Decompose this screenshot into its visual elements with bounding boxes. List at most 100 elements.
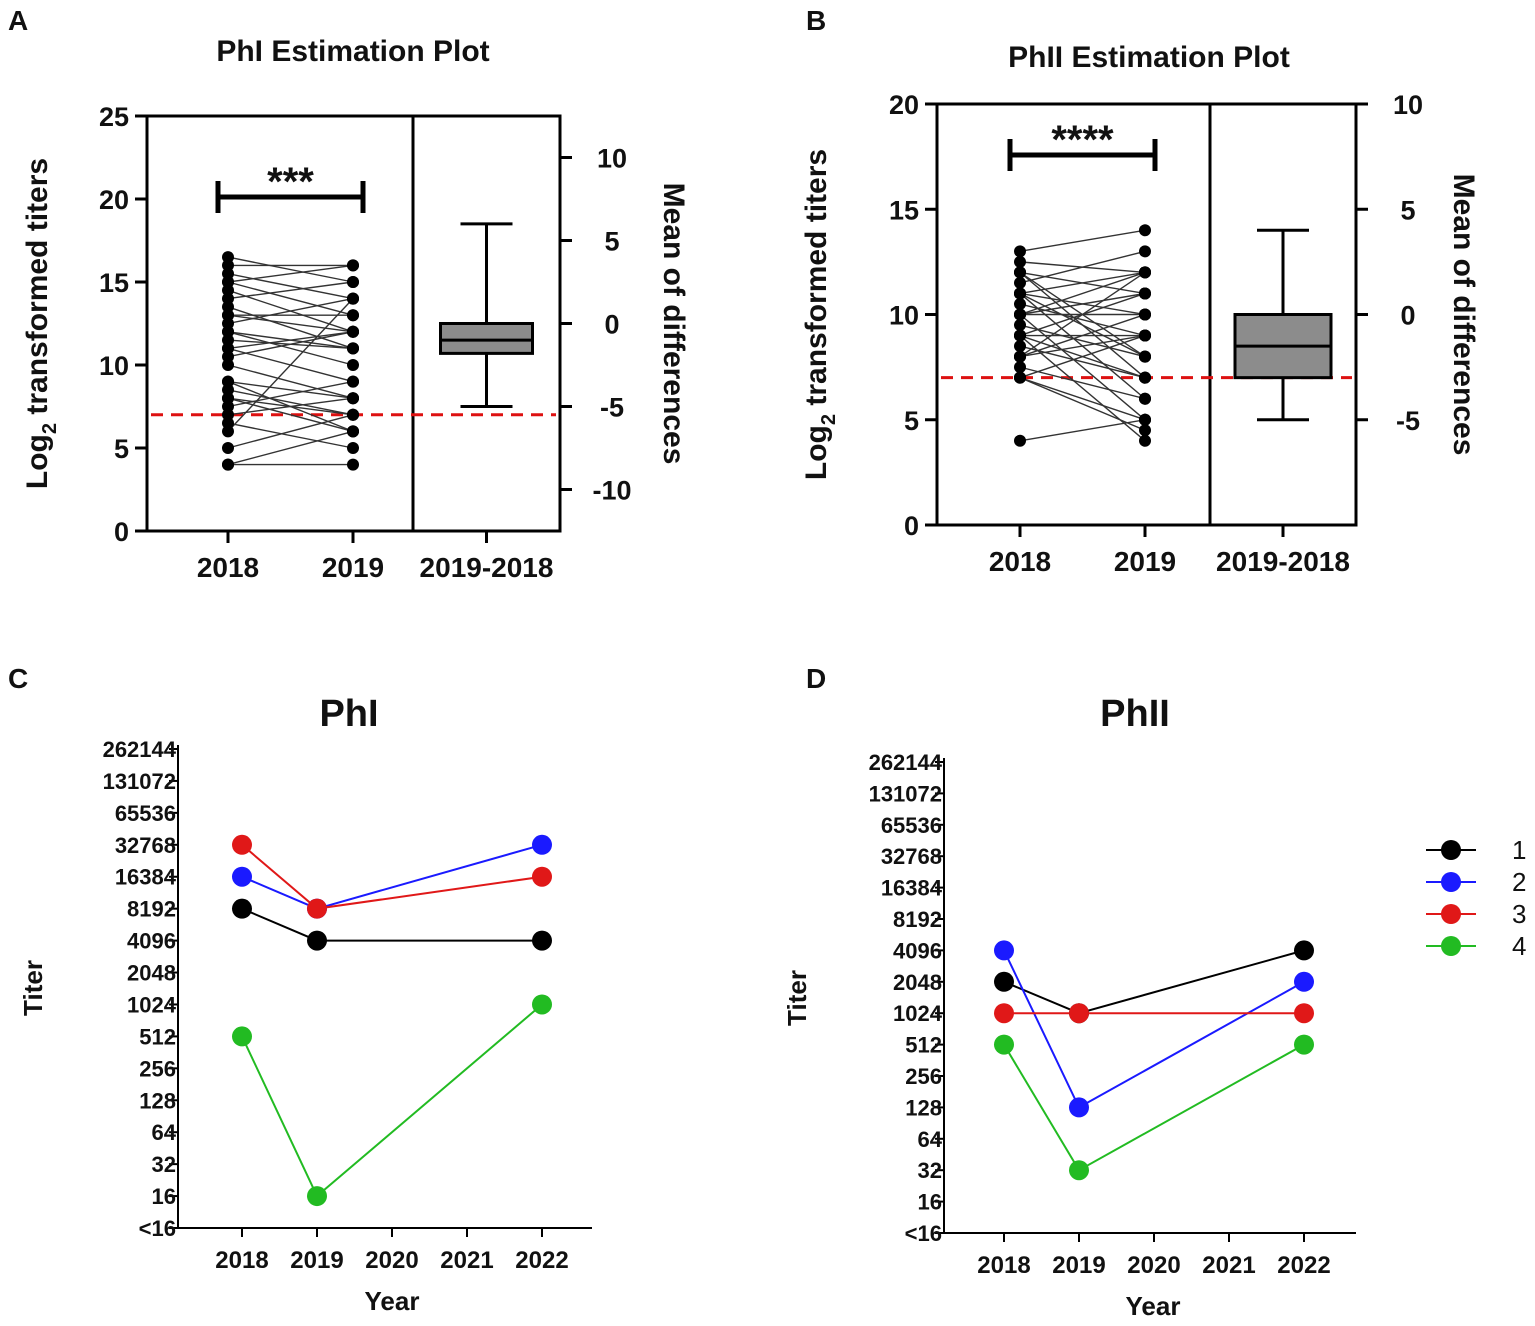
point-2019: [1139, 424, 1151, 437]
point-2018: [222, 408, 234, 421]
paired-line: [1019, 324, 1146, 358]
y-tick-label: <16: [905, 1221, 942, 1246]
data-point-series-2: [994, 940, 1014, 961]
y-tick-label: 512: [905, 1033, 942, 1058]
data-point-series-3: [1294, 1003, 1314, 1024]
paired-line: [1019, 377, 1146, 431]
point-2018: [1014, 308, 1026, 321]
x-tick-label: 2020: [365, 1247, 418, 1274]
y2-tick-label: -5: [1396, 406, 1420, 436]
point-2018: [1014, 329, 1026, 342]
chart-title: PhI: [319, 693, 378, 735]
point-2019: [347, 425, 359, 438]
y-axis-label: Log2 transformed titers: [800, 149, 840, 480]
point-2018: [222, 342, 234, 355]
paired-line: [227, 380, 354, 399]
y-tick-label: 512: [139, 1024, 176, 1049]
point-2018: [222, 383, 234, 396]
series-line-1: [1003, 949, 1305, 1015]
paired-line: [1019, 271, 1146, 316]
significance-stars: ****: [1051, 118, 1114, 162]
y-tick-label: 32: [152, 1152, 176, 1177]
paired-line: [1019, 334, 1146, 358]
x-tick-label: 2019-2018: [420, 552, 554, 583]
y2-tick-label: 5: [604, 227, 619, 257]
y2-tick-label: 5: [1400, 195, 1415, 225]
paired-line: [1019, 229, 1146, 253]
panel-letter-a: A: [8, 5, 28, 36]
data-point-series-1: [994, 971, 1014, 992]
paired-line: [227, 331, 354, 350]
paired-line: [1019, 292, 1146, 358]
x-tick-label: 2022: [515, 1247, 568, 1274]
paired-line: [227, 430, 354, 466]
point-2018: [222, 350, 234, 363]
y-tick-label: 25: [99, 102, 129, 132]
panel-letter-d: D: [806, 663, 826, 694]
paired-line: [227, 397, 354, 416]
series-line-3: [241, 844, 543, 910]
point-2019: [1139, 329, 1151, 342]
data-point-series-4: [1294, 1034, 1314, 1055]
point-2018: [222, 317, 234, 330]
x-tick-label: 2018: [197, 552, 259, 583]
x-tick-label: 2019: [290, 1247, 343, 1274]
panel-d-line-chart: PhII <16 16 32 64 128 256 512 1024 2048 4096 8192 16…: [782, 693, 1356, 1321]
point-2019: [347, 375, 359, 388]
data-point-series-3: [232, 834, 252, 855]
point-2018: [222, 375, 234, 388]
paired-line: [227, 397, 354, 433]
x-tick-label: 2018: [215, 1247, 268, 1274]
y-tick-label: 65536: [881, 813, 942, 838]
paired-line: [227, 380, 354, 408]
y2-axis-label: Mean of differences: [1447, 174, 1480, 456]
y-tick-label: 4096: [893, 938, 942, 963]
y-tick-label: 8192: [893, 907, 942, 932]
paired-line: [1019, 313, 1146, 421]
y-tick-label: 8192: [127, 897, 176, 922]
point-2018: [222, 251, 234, 264]
x-tick-label: 2020: [1127, 1252, 1180, 1279]
data-point-series-1: [307, 930, 327, 951]
point-2019: [1139, 434, 1151, 447]
x-tick-label: 2018: [989, 546, 1051, 577]
point-2018: [1014, 434, 1026, 447]
point-2018: [222, 359, 234, 371]
x-tick-label: 2022: [1277, 1252, 1330, 1279]
y-tick-label: 16384: [881, 876, 943, 901]
y-tick-label: 1024: [893, 1001, 943, 1026]
paired-line: [1019, 376, 1146, 421]
point-2018: [1014, 361, 1026, 374]
y2-tick-label: 0: [604, 310, 619, 340]
paired-line: [227, 297, 354, 325]
y-tick-label: 64: [152, 1120, 177, 1145]
point-2018: [222, 267, 234, 280]
data-point-series-4: [232, 1026, 252, 1047]
legend-label: 3: [1512, 899, 1526, 929]
y-tick-label: 32768: [115, 833, 176, 858]
legend-marker-1: [1441, 840, 1461, 860]
data-point-series-2: [232, 866, 252, 887]
y-tick-label: <16: [139, 1216, 176, 1241]
data-point-series-3: [532, 866, 552, 887]
y-tick-label: 2048: [893, 970, 942, 995]
point-2018: [1014, 297, 1026, 310]
data-point-series-1: [1294, 940, 1314, 961]
y-tick-label: 5: [114, 434, 129, 464]
y-tick-label: 5: [904, 406, 919, 436]
point-2018: [1014, 276, 1026, 289]
data-point-series-4: [307, 1186, 327, 1207]
x-tick-label: 2018: [977, 1252, 1030, 1279]
point-2018: [1014, 319, 1026, 332]
point-2019: [347, 442, 359, 454]
point-2019: [1139, 266, 1151, 279]
point-2018: [222, 417, 234, 430]
y-tick-label: 256: [139, 1056, 176, 1081]
y-tick-label: 20: [99, 185, 129, 215]
point-2018: [222, 309, 234, 322]
y-tick-label: 65536: [115, 801, 176, 826]
point-2018: [1014, 255, 1026, 268]
point-2019: [1139, 392, 1151, 405]
point-2018: [1014, 287, 1026, 300]
paired-line: [1019, 366, 1146, 400]
